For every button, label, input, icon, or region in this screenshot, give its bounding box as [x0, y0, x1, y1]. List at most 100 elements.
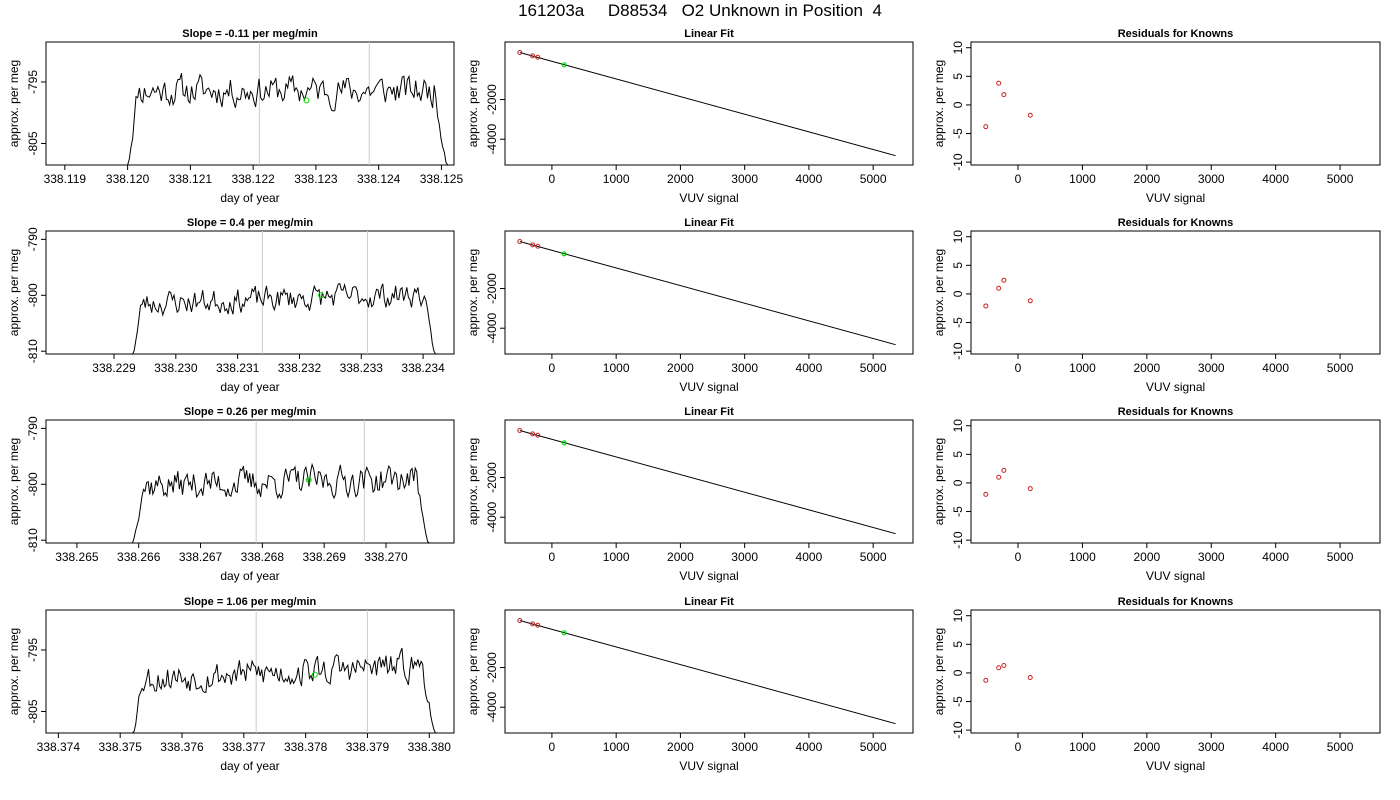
y-axis-label: approx. per meg: [932, 249, 946, 336]
y-tick-label: -790: [26, 416, 40, 440]
known-point: [530, 431, 536, 437]
residual-point: [983, 491, 989, 497]
chart-panel-residuals-0: Residuals for Knowns 0 1000 2000 3000 4000 500…: [932, 28, 1381, 205]
chart-panel-trace-2: Slope = 0.26 per meg/min 338.265 338.266 33…: [7, 406, 455, 583]
residual-point: [996, 665, 1002, 671]
y-tick-label: 10: [951, 230, 965, 244]
x-tick-label: 4000: [796, 740, 823, 754]
y-tick-label: -4000: [485, 313, 499, 344]
x-tick-label: 4000: [1262, 172, 1289, 186]
x-tick-label: 4000: [796, 550, 823, 564]
x-tick-label: 4000: [796, 361, 823, 375]
unknown-point: [561, 62, 567, 68]
y-tick-label: -800: [26, 472, 40, 496]
y-tick-label: -795: [26, 638, 40, 662]
residual-point: [1027, 112, 1033, 118]
y-tick-label: -810: [26, 528, 40, 552]
plot-frame: [45, 419, 455, 544]
x-axis-label: day of year: [220, 191, 279, 205]
x-tick-label: 5000: [1327, 740, 1354, 754]
y-axis-label: approx. per meg: [7, 60, 21, 147]
y-tick-label: 5: [951, 451, 965, 458]
y-tick-label: 10: [951, 419, 965, 433]
data-trace-line: [132, 647, 436, 734]
y-tick-label: -4000: [485, 692, 499, 723]
x-tick-label: 0: [549, 550, 556, 564]
y-tick-label: -5: [951, 506, 965, 517]
y-axis-label: approx. per meg: [466, 438, 480, 525]
unknown-point: [561, 630, 567, 636]
residual-point: [996, 80, 1002, 86]
x-tick-label: 5000: [1327, 172, 1354, 186]
x-tick-label: 0: [549, 740, 556, 754]
chart-panel-trace-1: Slope = 0.4 per meg/min 338.229 338.230 338…: [7, 217, 455, 394]
unknown-marker-point: [318, 292, 325, 299]
x-tick-label: 4000: [796, 172, 823, 186]
plot-frame: [970, 419, 1381, 544]
x-tick-label: 338.229: [92, 361, 136, 375]
y-tick-label: 0: [951, 290, 965, 297]
residual-point: [1001, 662, 1007, 668]
x-tick-label: 338.119: [44, 172, 87, 186]
x-tick-label: 4000: [1262, 740, 1289, 754]
residual-point: [983, 677, 989, 683]
chart-title: Slope = 0.26 per meg/min: [184, 406, 317, 418]
x-tick-label: 3000: [1198, 740, 1225, 754]
chart-title: Residuals for Knowns: [1118, 406, 1234, 418]
y-tick-label: 0: [951, 479, 965, 486]
y-axis-label: approx. per meg: [466, 60, 480, 147]
x-tick-label: 1000: [1069, 361, 1096, 375]
y-axis-label: approx. per meg: [466, 628, 480, 715]
y-tick-label: -10: [951, 342, 965, 360]
plot-frame: [45, 41, 455, 166]
chart-title: Slope = 0.4 per meg/min: [187, 217, 314, 229]
residual-point: [983, 303, 989, 309]
known-point: [517, 428, 523, 434]
plot-frame: [504, 41, 914, 166]
chart-panel-residuals-2: Residuals for Knowns 0 1000 2000 3000 4000 500…: [932, 406, 1381, 583]
plot-frame: [504, 419, 914, 544]
unknown-marker-point: [311, 671, 318, 678]
x-tick-label: 338.123: [294, 172, 338, 186]
y-tick-label: -10: [951, 721, 965, 739]
y-tick-label: -810: [26, 339, 40, 363]
residual-point: [1001, 467, 1007, 473]
fit-line: [519, 430, 896, 535]
chart-title: Linear Fit: [684, 596, 734, 608]
x-tick-label: 338.377: [222, 740, 266, 754]
x-tick-label: 338.234: [401, 361, 445, 375]
y-tick-label: 0: [951, 669, 965, 676]
x-tick-label: 1000: [1069, 550, 1096, 564]
unknown-point: [561, 440, 567, 446]
residual-point: [1001, 92, 1007, 98]
chart-title: Residuals for Knowns: [1118, 28, 1234, 40]
y-tick-label: 5: [951, 73, 965, 80]
y-tick-label: -4000: [485, 502, 499, 533]
x-tick-label: 2000: [667, 740, 694, 754]
x-axis-label: VUV signal: [1146, 569, 1205, 583]
known-point: [535, 54, 541, 60]
fit-line: [519, 241, 896, 346]
x-tick-label: 5000: [1327, 361, 1354, 375]
y-tick-label: -4000: [485, 124, 499, 155]
y-tick-label: -790: [26, 227, 40, 251]
known-point: [535, 622, 541, 628]
y-axis-label: approx. per meg: [932, 60, 946, 147]
y-tick-label: 5: [951, 262, 965, 269]
unknown-marker-point: [303, 97, 310, 104]
x-tick-label: 338.374: [37, 740, 81, 754]
x-tick-label: 1000: [603, 361, 630, 375]
x-tick-label: 1000: [603, 740, 630, 754]
plot-frame: [970, 609, 1381, 734]
x-tick-label: 0: [1015, 550, 1022, 564]
y-axis-label: approx. per meg: [7, 249, 21, 336]
y-tick-label: -805: [26, 131, 40, 155]
residual-point: [1027, 486, 1033, 492]
plot-frame: [504, 230, 914, 355]
x-tick-label: 3000: [731, 740, 758, 754]
chart-title: Slope = 1.06 per meg/min: [184, 596, 317, 608]
x-tick-label: 338.379: [346, 740, 390, 754]
x-tick-label: 5000: [860, 550, 887, 564]
y-tick-label: -5: [951, 128, 965, 139]
